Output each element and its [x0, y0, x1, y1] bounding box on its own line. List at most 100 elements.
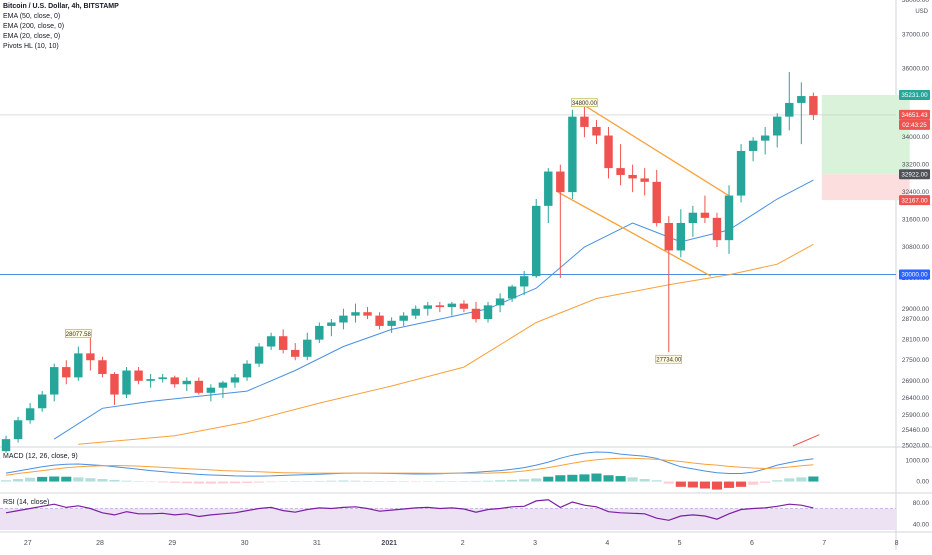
- candle-body: [628, 174, 637, 179]
- macd-histogram-bar: [711, 481, 723, 490]
- candle-body: [736, 150, 746, 196]
- pivot-label-box: [65, 329, 92, 338]
- indicator-ema50[interactable]: EMA (50, close, 0): [3, 13, 61, 20]
- ema200-line: [792, 434, 820, 447]
- candle-body: [507, 286, 517, 299]
- macd-histogram-bar: [266, 481, 277, 483]
- candle-body: [363, 312, 372, 316]
- macd-title[interactable]: MACD (12, 26, close, 9): [3, 453, 78, 460]
- macd-histogram-bar: [579, 474, 590, 482]
- indicator-ema200[interactable]: EMA (200, close, 0): [3, 23, 65, 30]
- time-tick-label: 2021: [381, 540, 397, 547]
- candle-body: [266, 336, 276, 347]
- indicator-pivots[interactable]: Pivots HL (10, 10): [3, 43, 59, 50]
- candle-body: [315, 325, 324, 340]
- macd-tick-label: 1000.00: [906, 457, 930, 464]
- macd-histogram-bar: [73, 477, 84, 482]
- macd-signal-line: [5, 457, 814, 476]
- candle-body: [556, 171, 565, 193]
- candle-body: [351, 312, 360, 316]
- macd-histogram-bar: [229, 481, 241, 484]
- pivot-label: 27734.00: [656, 358, 682, 364]
- macd-histogram-bar: [591, 473, 602, 482]
- macd-histogram-bar: [169, 481, 180, 483]
- macd-histogram-bar: [302, 481, 313, 482]
- candle-body: [544, 171, 553, 206]
- macd-legend[interactable]: MACD (12, 26, close, 9): [3, 452, 78, 462]
- macd-histogram-bar: [278, 481, 289, 483]
- time-tick-label: 29: [168, 540, 176, 547]
- macd-histogram-bar: [434, 481, 445, 483]
- candle-body: [411, 308, 420, 316]
- macd-histogram-bar: [531, 478, 542, 482]
- price-tick-label: 28100.00: [902, 337, 929, 344]
- macd-histogram-bar: [555, 475, 566, 482]
- price-tick-label: 30800.00: [902, 244, 929, 251]
- price-tag: [899, 89, 930, 100]
- price-tick-label: 28700.00: [902, 316, 929, 323]
- candle-body: [616, 168, 625, 175]
- macd-histogram-bar: [507, 479, 518, 482]
- macd-histogram-bar: [422, 481, 433, 483]
- candle-body: [194, 380, 204, 393]
- candle-body: [50, 367, 59, 395]
- candle-body: [98, 360, 107, 374]
- candle-body: [278, 336, 288, 350]
- macd-histogram-bar: [796, 477, 807, 482]
- candle-body: [495, 298, 505, 306]
- candle-body: [760, 135, 770, 141]
- price-tick-label: 31600.00: [902, 217, 929, 224]
- macd-histogram-bar: [398, 481, 409, 483]
- macd-histogram-bar: [314, 480, 325, 482]
- price-tag-label: 32167.00: [901, 197, 928, 204]
- macd-histogram-bar: [338, 480, 349, 482]
- macd-histogram-bar: [723, 481, 735, 488]
- macd-histogram-bar: [543, 476, 554, 482]
- price-tag-label: 30000.00: [901, 272, 928, 279]
- time-tick-label: 3: [533, 540, 537, 547]
- candle-body: [797, 96, 806, 103]
- time-tick-label: 4: [605, 540, 609, 547]
- candle-body: [1, 439, 11, 452]
- candle-body: [291, 349, 300, 357]
- macd-histogram-bar: [217, 481, 228, 484]
- macd-histogram-bar: [374, 481, 385, 482]
- macd-line: [5, 451, 814, 477]
- candle-body: [170, 377, 179, 385]
- price-tick-label: 25020.00: [902, 442, 929, 449]
- candle-body: [327, 322, 336, 326]
- price-tick-label: 34000.00: [902, 134, 929, 141]
- price-tick-label: 32400.00: [902, 189, 929, 196]
- macd-histogram-bar: [784, 478, 795, 482]
- rsi-title[interactable]: RSI (14, close): [3, 499, 50, 506]
- indicator-ema20[interactable]: EMA (20, close, 0): [3, 33, 61, 40]
- candle-body: [712, 217, 722, 241]
- macd-histogram-bar: [736, 481, 747, 487]
- candle-body: [785, 102, 794, 117]
- candle-body: [483, 305, 493, 320]
- macd-histogram-bar: [145, 481, 156, 483]
- candle-body: [519, 276, 529, 287]
- candle-body: [700, 212, 710, 218]
- price-tick-label: 26400.00: [902, 395, 929, 402]
- candle-body: [459, 303, 469, 309]
- macd-histogram-bar: [615, 476, 626, 482]
- macd-histogram-bar: [205, 481, 216, 484]
- symbol-title[interactable]: Bitcoin / U.S. Dollar, 4h, BITSTAMP: [3, 3, 119, 10]
- candle-body: [664, 223, 673, 251]
- time-tick-label: 6: [750, 540, 754, 547]
- time-tick-label: 2: [461, 540, 465, 547]
- price-tag-label: 34651.43: [901, 112, 928, 119]
- macd-histogram-bar: [519, 479, 530, 482]
- stop-zone: [821, 174, 910, 201]
- macd-histogram-bar: [627, 477, 638, 482]
- channel-lower-line: [557, 191, 712, 277]
- rsi-tick-label: 40.00: [913, 522, 930, 529]
- rsi-legend[interactable]: RSI (14, close): [3, 498, 49, 508]
- candle-body: [218, 382, 228, 388]
- macd-histogram-bar: [193, 481, 204, 484]
- candle-body: [86, 353, 95, 361]
- candle-body: [182, 380, 191, 385]
